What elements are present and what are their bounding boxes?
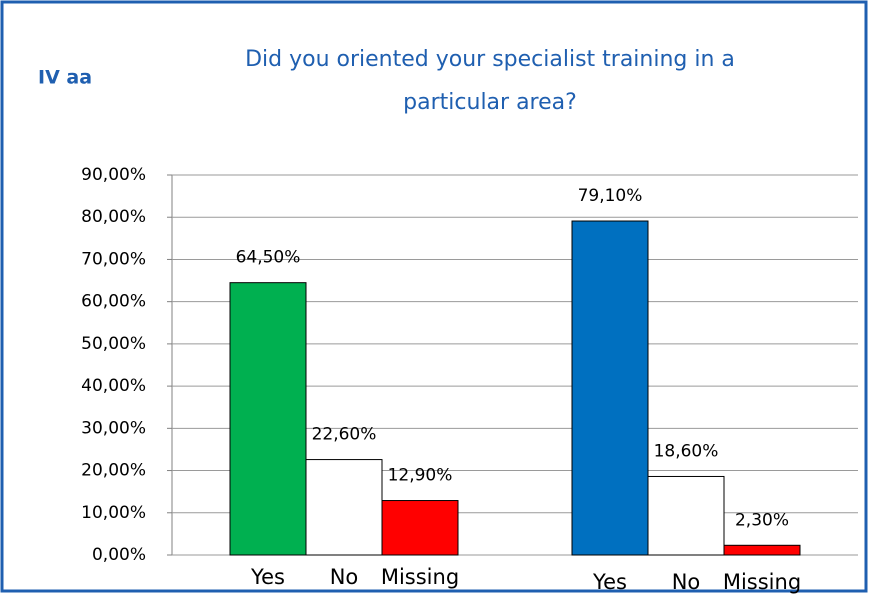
y-tick-label: 70,00% xyxy=(81,249,146,269)
value-label: 22,60% xyxy=(312,425,377,445)
value-label: 79,10% xyxy=(578,186,643,206)
chart-title: particular area? xyxy=(403,90,577,115)
value-label: 12,90% xyxy=(388,466,453,486)
bar xyxy=(229,282,307,556)
y-tick-label: 60,00% xyxy=(81,292,146,312)
y-tick-label: 0,00% xyxy=(92,545,146,565)
x-tick-label: No xyxy=(672,570,701,594)
bar xyxy=(381,500,459,556)
y-tick-label: 40,00% xyxy=(81,376,146,396)
y-tick-label: 90,00% xyxy=(81,165,146,185)
value-label: 18,60% xyxy=(654,441,719,461)
x-tick-label: No xyxy=(330,565,359,589)
x-tick-label: Yes xyxy=(592,570,627,594)
bar xyxy=(571,220,649,556)
y-tick-label: 30,00% xyxy=(81,418,146,438)
bar xyxy=(305,459,383,556)
y-tick-label: 20,00% xyxy=(81,461,146,481)
value-label: 64,50% xyxy=(236,248,301,268)
y-tick-label: 50,00% xyxy=(81,334,146,354)
x-tick-label: Yes xyxy=(250,565,285,589)
chart-title: Did you oriented your specialist trainin… xyxy=(245,47,735,72)
x-tick-label: Missing xyxy=(723,570,801,594)
chart-label: IV aa xyxy=(38,67,92,89)
y-tick-label: 80,00% xyxy=(81,207,146,227)
value-label: 2,30% xyxy=(735,510,789,530)
y-tick-label: 10,00% xyxy=(81,503,146,523)
bar xyxy=(723,544,801,556)
bar xyxy=(647,475,725,556)
x-tick-label: Missing xyxy=(381,565,459,589)
